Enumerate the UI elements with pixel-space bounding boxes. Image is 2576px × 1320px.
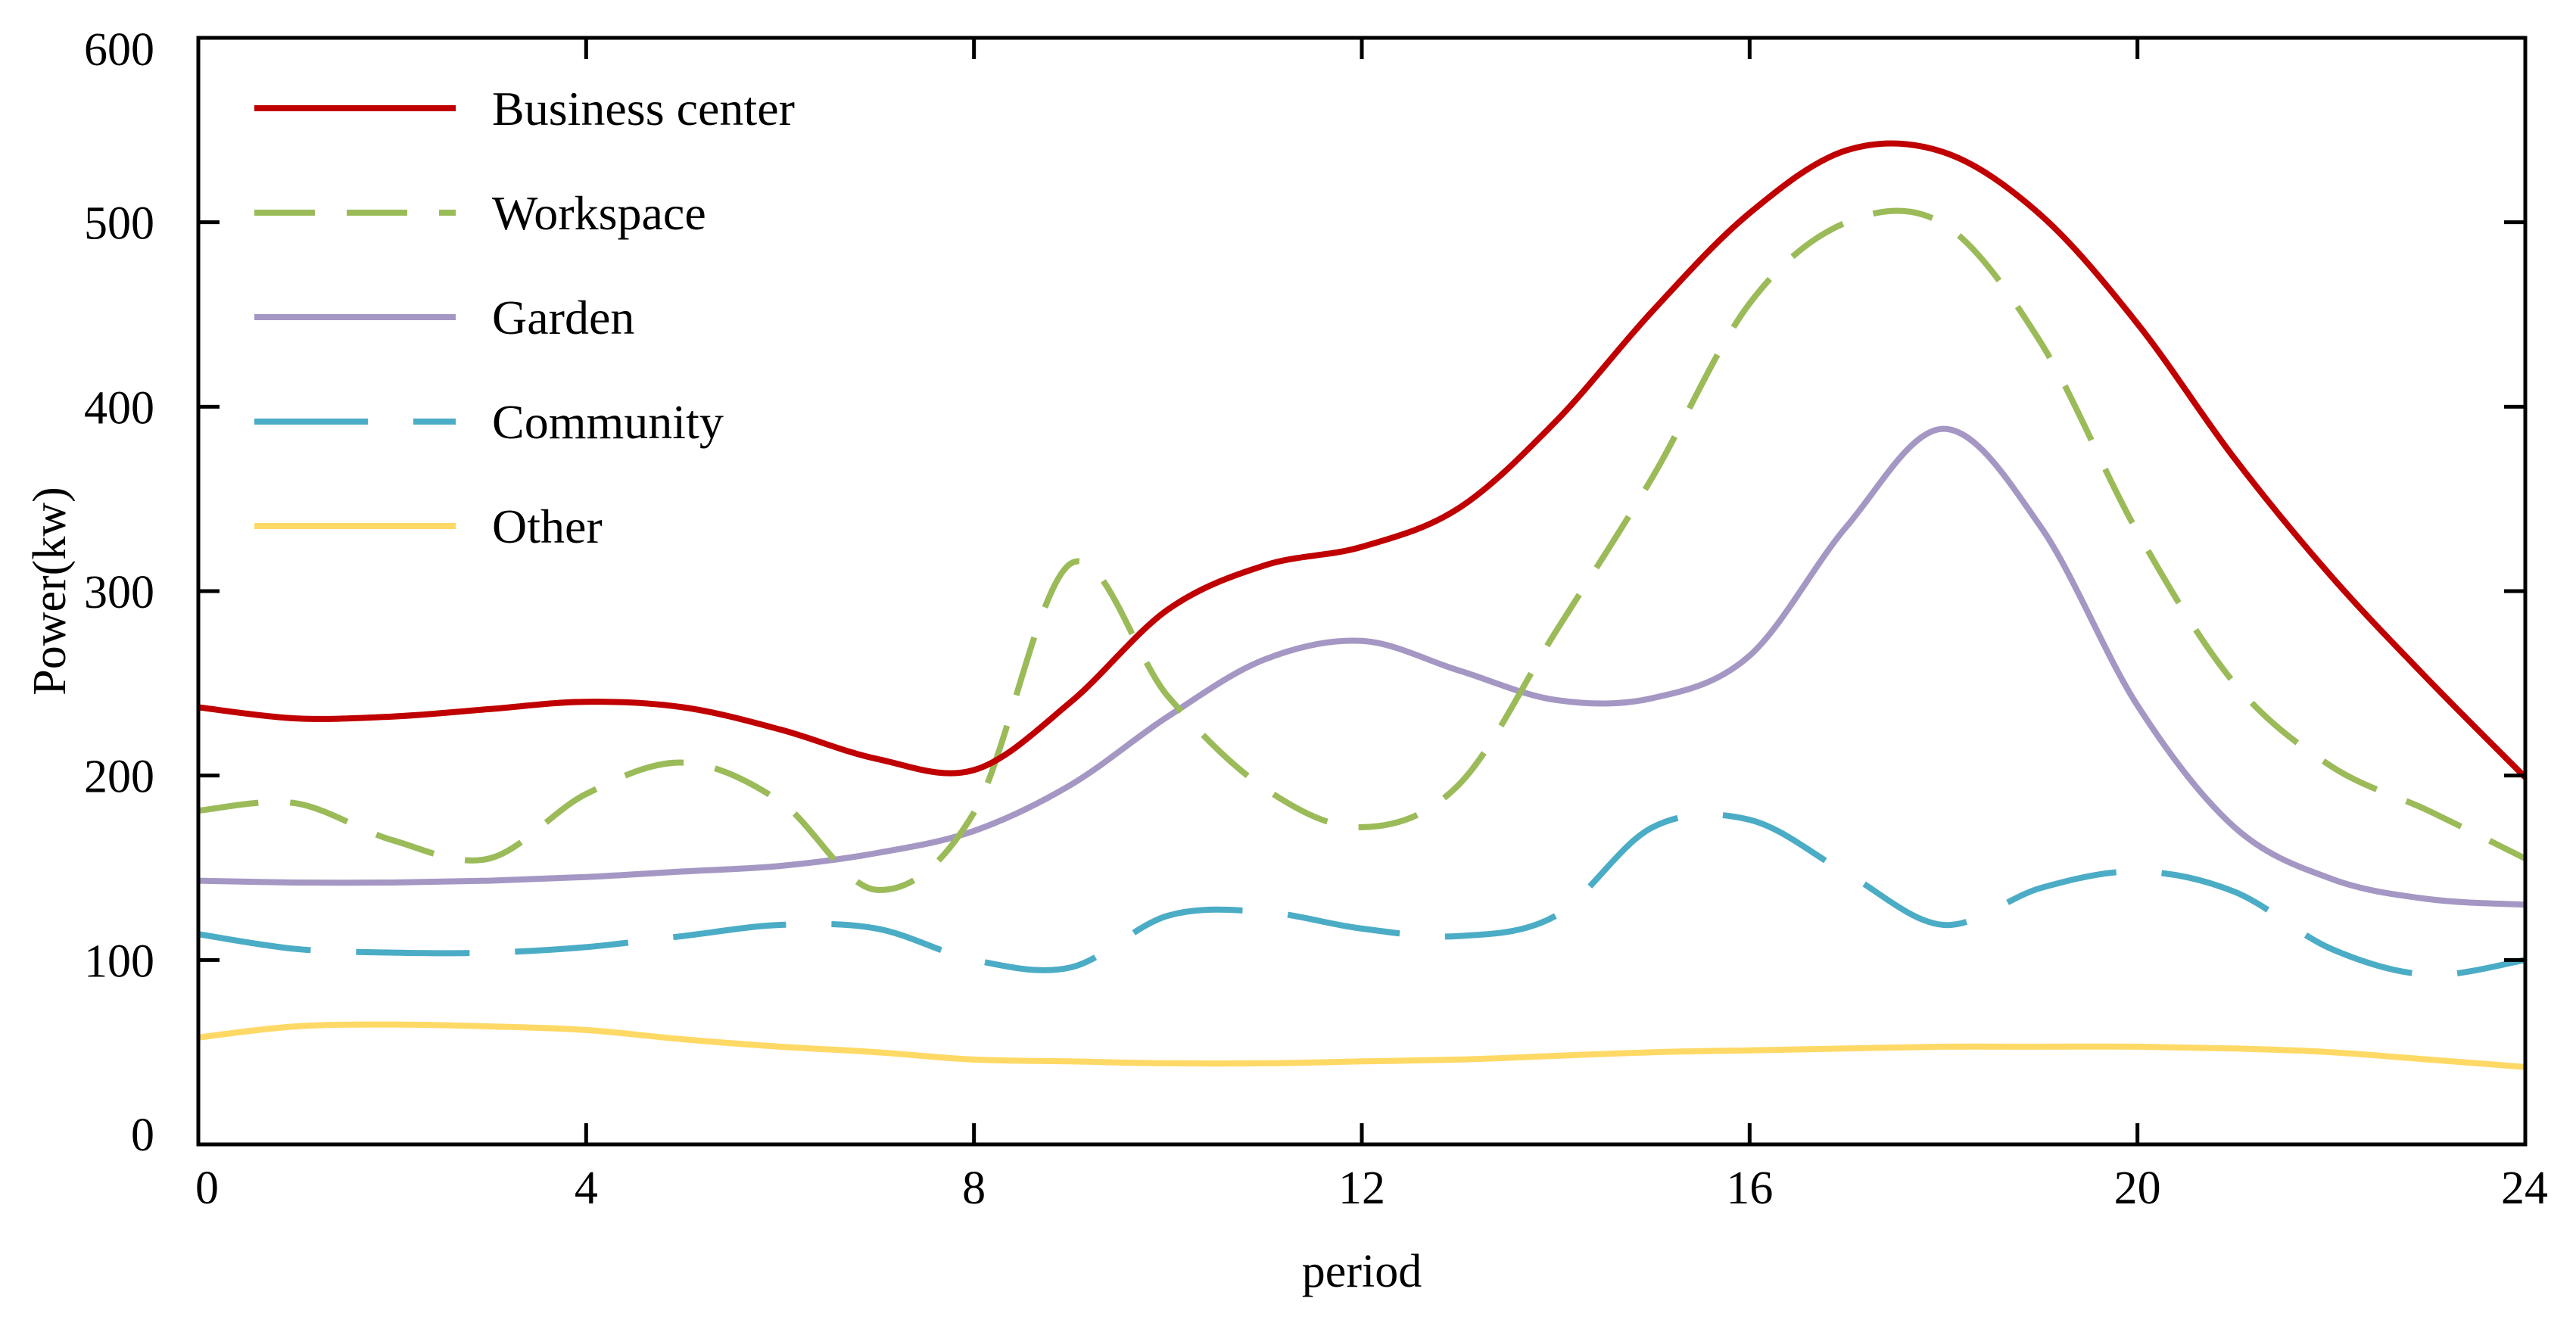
tick-labels-layer: 0 4 8 12 16 20 24 0 100 200 300 400 500 600 — [84, 24, 2548, 1214]
legend-label: Community — [492, 395, 724, 449]
series-line-workspace — [198, 207, 2525, 893]
y-tick-label: 300 — [84, 567, 154, 618]
series-line-business-center — [198, 140, 2525, 780]
y-tick-label: 100 — [84, 936, 154, 987]
legend-label: Garden — [492, 291, 634, 344]
legend-item: Community — [254, 395, 724, 449]
y-tick-label: 600 — [84, 24, 154, 76]
y-tick-label: 0 — [131, 1110, 154, 1161]
legend-item: Business center — [254, 82, 795, 135]
x-tick-label: 16 — [1726, 1163, 1773, 1214]
legend-label: Workspace — [492, 186, 706, 240]
legend-item: Other — [254, 500, 603, 553]
x-axis-title: period — [1302, 1246, 1422, 1297]
legend-label: Other — [492, 500, 603, 553]
series-line-community — [198, 811, 2525, 979]
y-tick-label: 400 — [84, 382, 154, 434]
series-line-garden — [198, 425, 2525, 908]
x-tick-label: 8 — [962, 1163, 986, 1214]
legend: Business center Workspace Garden Community O… — [254, 82, 795, 553]
legend-item: Workspace — [254, 186, 706, 240]
ticks-layer — [196, 36, 2528, 1147]
legend-item: Garden — [254, 291, 634, 344]
y-tick-label: 200 — [84, 752, 154, 803]
x-tick-label: 20 — [2114, 1163, 2161, 1214]
x-tick-label: 4 — [575, 1163, 598, 1214]
legend-label: Business center — [492, 82, 795, 135]
series-line-other — [198, 1021, 2525, 1070]
x-tick-label: 0 — [195, 1163, 219, 1214]
series-layer — [198, 140, 2525, 1070]
x-tick-label: 24 — [2501, 1163, 2548, 1214]
y-tick-label: 500 — [84, 198, 154, 250]
y-axis-title: Power(kw) — [24, 487, 76, 696]
x-tick-label: 12 — [1338, 1163, 1385, 1214]
